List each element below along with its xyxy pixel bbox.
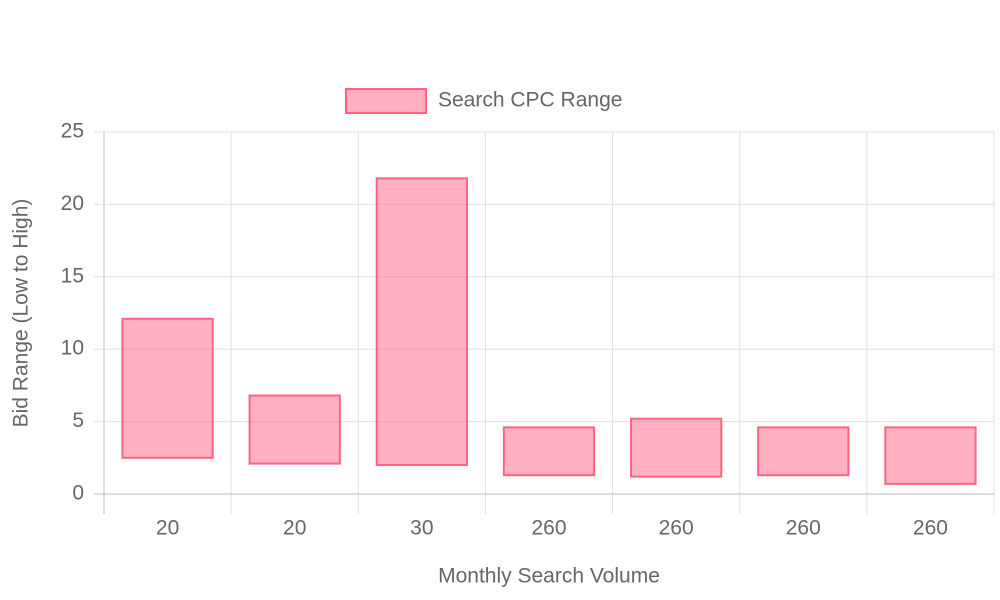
x-tick-label: 260 [786, 517, 821, 540]
bar [121, 317, 214, 459]
x-tick-label: 260 [659, 517, 694, 540]
y-tick-label: 25 [61, 120, 84, 143]
legend-label: Search CPC Range [438, 89, 622, 112]
bar [757, 426, 850, 477]
x-tick-label: 20 [156, 517, 179, 540]
y-tick-label: 5 [72, 409, 84, 432]
y-tick-label: 10 [61, 337, 84, 360]
x-tick-label: 20 [283, 517, 306, 540]
bar [884, 426, 977, 485]
bar [502, 426, 596, 477]
y-axis-title: Bid Range (Low to High) [10, 199, 33, 428]
x-axis-title: Monthly Search Volume [438, 565, 660, 588]
y-tick-label: 0 [72, 482, 84, 505]
bar [375, 177, 468, 467]
y-tick-label: 15 [61, 264, 84, 287]
bar [630, 417, 723, 478]
legend-swatch [345, 88, 427, 114]
x-tick-label: 260 [913, 517, 948, 540]
x-tick-label: 30 [410, 517, 433, 540]
bar [248, 394, 341, 465]
x-tick-label: 260 [531, 517, 566, 540]
y-tick-label: 20 [61, 192, 84, 215]
